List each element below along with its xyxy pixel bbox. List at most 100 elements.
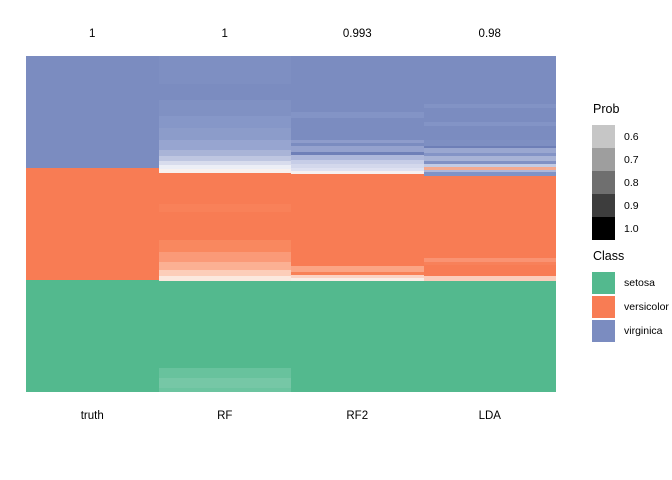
accuracy-labels-row: 1 1 0.993 0.98 <box>26 27 556 41</box>
heatmap-segment <box>291 272 424 275</box>
prob-label-0.9: 0.9 <box>624 199 639 212</box>
heatmap-segment <box>423 146 556 148</box>
heatmap-segment <box>291 278 424 281</box>
accuracy-label-truth: 1 <box>89 28 96 40</box>
prob-swatch-0.8 <box>592 171 615 194</box>
legend-class-entry: virginica <box>592 320 669 342</box>
heatmap-segment <box>291 155 424 160</box>
heatmap-segment <box>158 270 291 276</box>
accuracy-label-rf2: 0.993 <box>342 28 372 40</box>
heatmap-column-lda <box>423 56 556 392</box>
legend-prob-entry: 0.9 <box>592 194 639 217</box>
heatmap-segment <box>423 56 556 104</box>
heatmap-segment <box>26 168 159 280</box>
heatmap-segment <box>158 56 291 84</box>
heatmap-segment <box>158 116 291 128</box>
x-axis-label-lda: LDA <box>478 410 501 422</box>
legend-prob: Prob 0.6 0.7 0.8 0.9 1.0 <box>592 102 639 240</box>
class-swatch-versicolor <box>592 296 615 318</box>
heatmap-segment <box>291 266 424 272</box>
heatmap-segment <box>291 174 424 266</box>
legend-class-entry: versicolor <box>592 296 669 318</box>
x-axis-label-truth: truth <box>80 410 104 422</box>
heatmap-segment <box>158 140 291 150</box>
heatmap-segment <box>423 161 556 164</box>
legend-prob-entry: 0.8 <box>592 171 639 194</box>
heatmap-segment <box>158 161 291 165</box>
heatmap-segment <box>158 281 291 368</box>
heatmap-segment <box>158 368 291 378</box>
heatmap-segment <box>291 152 424 155</box>
legend-class: Class setosa versicolor virginica <box>592 249 669 344</box>
heatmap-segment <box>423 104 556 108</box>
heatmap-segment <box>423 126 556 140</box>
heatmap-segment <box>423 164 556 167</box>
heatmap-segment <box>291 143 424 146</box>
heatmap-segment <box>158 388 291 392</box>
prob-swatch-0.9 <box>592 194 615 217</box>
prob-swatch-0.7 <box>592 148 615 171</box>
heatmap-segment <box>158 276 291 281</box>
heatmap-segment <box>423 148 556 153</box>
class-label-setosa: setosa <box>624 277 655 289</box>
heatmap-segment <box>423 156 556 161</box>
accuracy-label-rf: 1 <box>221 28 228 40</box>
heatmap-segment <box>158 212 291 240</box>
x-axis-label-rf: RF <box>217 410 233 422</box>
legend-class-title: Class <box>593 249 625 263</box>
heatmap-segment <box>158 156 291 161</box>
legend-prob-entry: 1.0 <box>592 217 639 240</box>
heatmap-segment <box>291 118 424 140</box>
prob-swatch-0.6 <box>592 125 615 148</box>
heatmap-segment <box>158 169 291 173</box>
heatmap-segment <box>158 128 291 140</box>
heatmap-segment <box>158 173 291 204</box>
class-swatch-virginica <box>592 320 615 342</box>
heatmap-segment <box>291 164 424 168</box>
prob-label-0.7: 0.7 <box>624 153 639 166</box>
heatmap-segment <box>423 140 556 146</box>
prob-label-0.6: 0.6 <box>624 130 639 143</box>
class-swatch-setosa <box>592 272 615 294</box>
heatmap-segment <box>291 56 424 112</box>
heatmap-panel <box>26 56 556 392</box>
heatmap-segment <box>291 112 424 118</box>
heatmap-segment <box>291 140 424 143</box>
heatmap-segment <box>423 172 556 176</box>
class-label-versicolor: versicolor <box>624 301 669 313</box>
heatmap-column-truth <box>26 56 159 392</box>
heatmap-segment <box>158 252 291 262</box>
heatmap-segment <box>291 168 424 171</box>
heatmap-segment <box>423 108 556 122</box>
accuracy-label-lda: 0.98 <box>478 28 501 40</box>
heatmap-segment <box>158 150 291 156</box>
heatmap-segment <box>291 281 424 392</box>
heatmap-segment <box>291 146 424 152</box>
heatmap-segment <box>423 153 556 156</box>
heatmap-segment <box>423 265 556 276</box>
x-axis-labels-row: truth RF RF2 LDA <box>26 409 556 423</box>
heatmap-segment <box>158 378 291 388</box>
heatmap-column-rf2 <box>291 56 424 392</box>
heatmap-segment <box>423 276 556 281</box>
heatmap-segment <box>26 280 159 392</box>
x-axis-label-rf2: RF2 <box>346 410 369 422</box>
legend-prob-title: Prob <box>593 102 620 116</box>
heatmap-segment <box>423 122 556 126</box>
prob-swatch-1.0 <box>592 217 615 240</box>
heatmap-segment <box>158 204 291 212</box>
heatmap-segment <box>158 84 291 100</box>
heatmap-segment <box>26 56 159 168</box>
class-label-virginica: virginica <box>624 325 663 337</box>
heatmap-segment <box>423 258 556 262</box>
heatmap-segment <box>291 171 424 174</box>
prob-label-1.0: 1.0 <box>624 222 639 235</box>
legend-prob-entry: 0.6 <box>592 125 639 148</box>
heatmap-segment <box>423 167 556 170</box>
heatmap-segment <box>423 176 556 258</box>
legend-prob-entry: 0.7 <box>592 148 639 171</box>
prob-label-0.8: 0.8 <box>624 176 639 189</box>
heatmap-segment <box>158 100 291 116</box>
heatmap-segment <box>291 275 424 278</box>
